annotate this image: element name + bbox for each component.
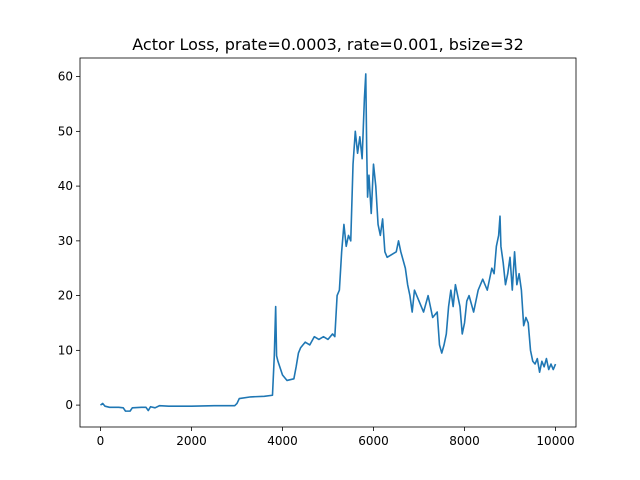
x-tick-label: 0 [97,434,105,448]
x-tick-label: 2000 [176,434,207,448]
y-tick-label: 10 [58,343,73,357]
y-tick-label: 20 [58,289,73,303]
y-tick-label: 30 [58,234,73,248]
plot-area [100,73,557,412]
y-tick-label: 40 [58,179,73,193]
x-tick-label: 6000 [358,434,389,448]
y-tick-label: 0 [65,398,73,412]
series-line-0 [100,73,557,412]
x-tick-label: 4000 [267,434,298,448]
y-tick-label: 50 [58,124,73,138]
chart-title: Actor Loss, prate=0.0003, rate=0.001, bs… [132,35,524,54]
x-tick-label: 10000 [536,434,574,448]
x-tick-label: 8000 [449,434,480,448]
axes-frame [79,57,577,428]
y-tick-label: 60 [58,70,73,84]
axes: 0 2000 4000 6000 8000 10000 0 10 20 30 40 50 60 [58,57,577,448]
